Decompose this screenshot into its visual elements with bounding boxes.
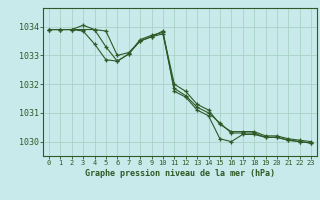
X-axis label: Graphe pression niveau de la mer (hPa): Graphe pression niveau de la mer (hPa) <box>85 169 275 178</box>
